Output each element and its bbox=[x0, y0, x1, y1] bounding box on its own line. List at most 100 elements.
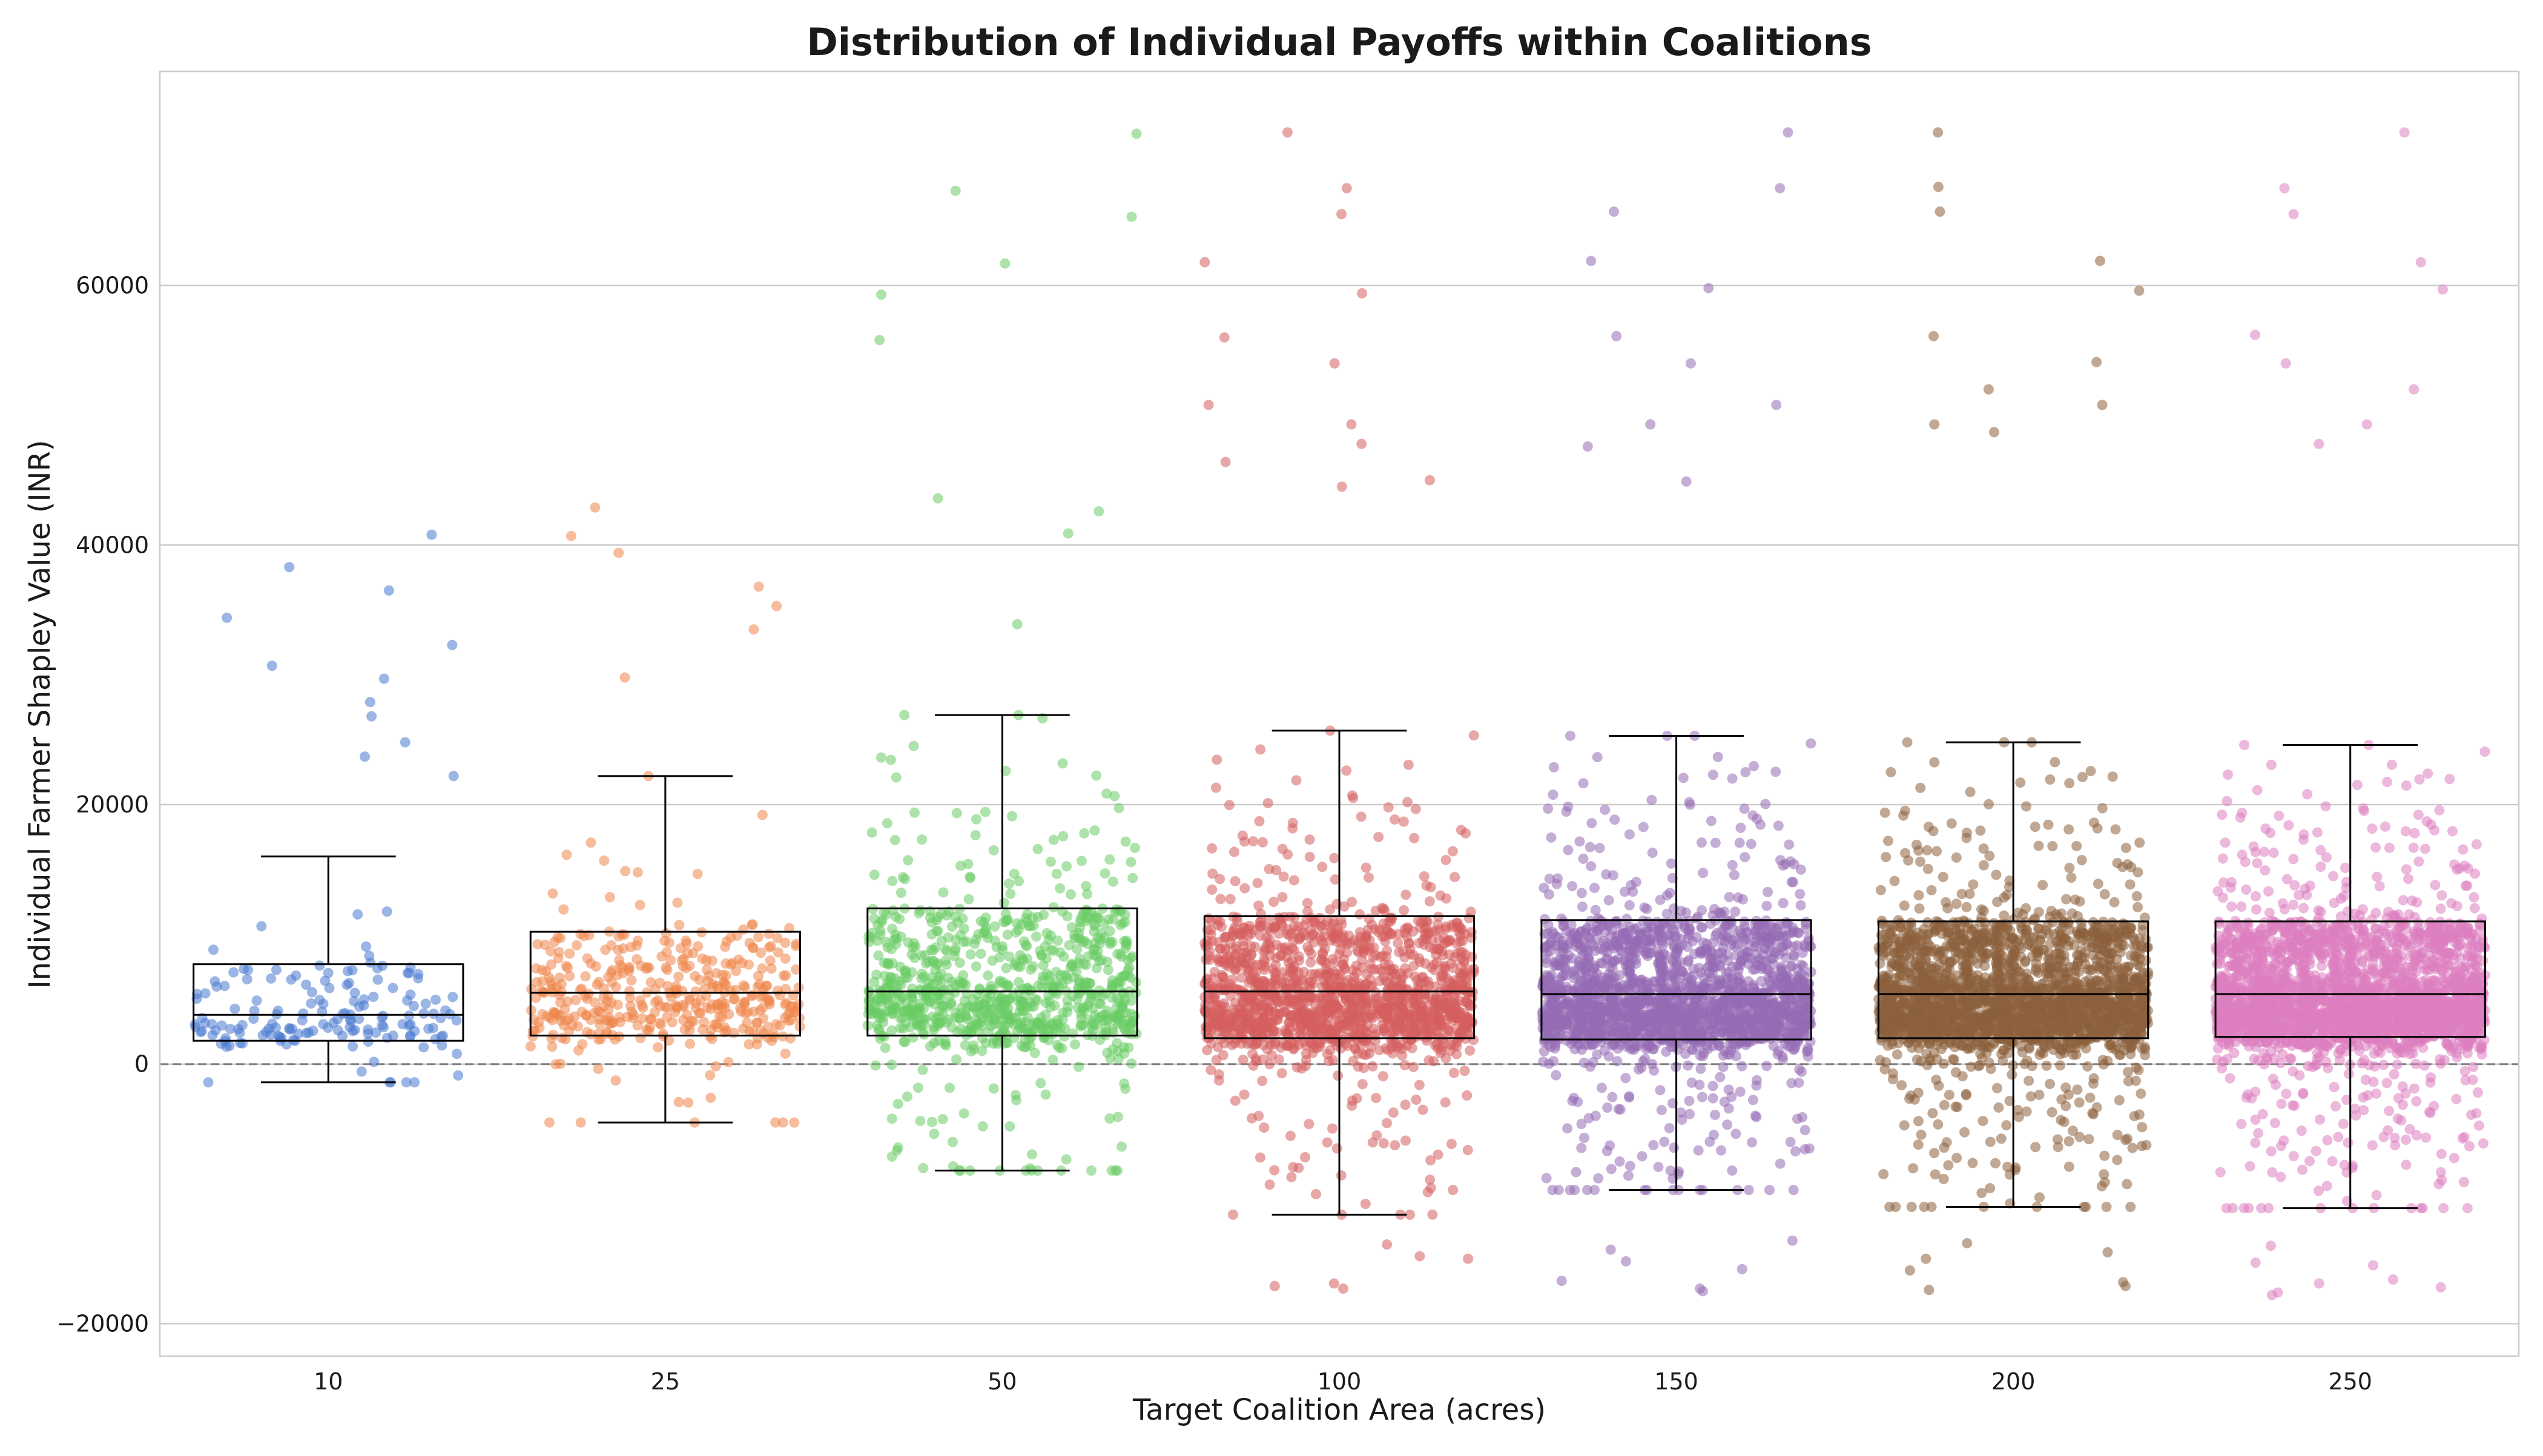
data-point bbox=[721, 970, 731, 981]
data-point bbox=[1278, 844, 1288, 854]
data-point bbox=[242, 974, 252, 984]
data-point bbox=[725, 932, 736, 943]
data-point bbox=[876, 926, 886, 936]
data-point bbox=[673, 972, 684, 982]
data-point bbox=[674, 920, 684, 931]
data-point bbox=[1545, 987, 1555, 997]
data-point bbox=[870, 1060, 880, 1070]
data-point bbox=[926, 944, 937, 955]
data-point bbox=[1692, 914, 1702, 924]
data-point bbox=[1355, 927, 1365, 937]
data-point bbox=[685, 1039, 695, 1049]
data-point bbox=[1796, 1067, 1807, 1077]
data-point bbox=[1449, 1068, 1459, 1078]
data-point bbox=[1626, 880, 1636, 891]
data-point bbox=[1265, 1179, 1275, 1190]
data-point bbox=[447, 992, 458, 1002]
data-point bbox=[1061, 1154, 1072, 1164]
data-point bbox=[1724, 892, 1735, 902]
data-point bbox=[1022, 917, 1032, 927]
data-point bbox=[1120, 909, 1130, 920]
data-point bbox=[1400, 889, 1411, 900]
outlier-point bbox=[1221, 457, 1231, 467]
data-point bbox=[943, 932, 954, 943]
data-point bbox=[1696, 922, 1706, 932]
data-point bbox=[780, 938, 790, 948]
data-point bbox=[899, 1036, 909, 1047]
data-point bbox=[1685, 924, 1695, 935]
data-point bbox=[266, 973, 276, 984]
data-point bbox=[971, 830, 981, 840]
data-point bbox=[1229, 847, 1239, 857]
data-point bbox=[1279, 871, 1289, 881]
data-point bbox=[1417, 1105, 1428, 1115]
data-point bbox=[968, 1040, 978, 1050]
data-point bbox=[971, 961, 981, 972]
data-point bbox=[1301, 1061, 1311, 1071]
data-point bbox=[1665, 935, 1675, 946]
data-point bbox=[887, 1059, 897, 1070]
data-point bbox=[940, 955, 951, 966]
data-point bbox=[1212, 1000, 1222, 1010]
data-point bbox=[599, 855, 609, 866]
data-point bbox=[650, 997, 661, 1007]
data-point bbox=[1347, 897, 1357, 907]
data-point bbox=[1379, 1138, 1389, 1148]
data-point bbox=[1738, 894, 1748, 904]
data-point bbox=[1730, 1128, 1741, 1139]
data-point bbox=[1027, 1149, 1037, 1159]
data-point bbox=[1373, 832, 1384, 842]
data-point bbox=[1799, 1144, 1810, 1155]
data-point bbox=[1400, 1060, 1410, 1070]
data-point bbox=[986, 981, 996, 991]
data-point bbox=[561, 1015, 572, 1026]
data-point bbox=[980, 807, 991, 817]
data-point bbox=[1308, 1020, 1319, 1030]
data-point bbox=[768, 1032, 779, 1042]
data-point bbox=[1361, 863, 1371, 873]
data-point bbox=[929, 1128, 939, 1139]
data-point bbox=[1058, 758, 1068, 768]
data-point bbox=[1053, 1018, 1063, 1029]
data-point bbox=[1357, 955, 1367, 965]
data-point bbox=[909, 741, 919, 751]
data-point bbox=[1648, 848, 1658, 858]
data-point bbox=[688, 948, 698, 958]
data-point bbox=[1224, 1018, 1235, 1029]
data-point bbox=[989, 921, 1000, 932]
data-point bbox=[1602, 1102, 1612, 1113]
data-point bbox=[1800, 1125, 1810, 1135]
data-point bbox=[580, 971, 590, 981]
data-point bbox=[925, 1041, 935, 1052]
data-point bbox=[699, 1017, 709, 1027]
data-point bbox=[1074, 1062, 1084, 1072]
data-point bbox=[1288, 996, 1298, 1006]
data-point bbox=[1232, 1012, 1242, 1022]
outlier-point bbox=[1330, 358, 1340, 369]
data-point bbox=[1230, 1096, 1241, 1106]
data-point bbox=[956, 1024, 966, 1034]
data-point bbox=[581, 1010, 592, 1020]
data-point bbox=[599, 992, 609, 1003]
data-point bbox=[1356, 812, 1367, 822]
data-point bbox=[1446, 1139, 1457, 1149]
data-point bbox=[1419, 871, 1430, 881]
data-point bbox=[1325, 977, 1335, 987]
data-point bbox=[1413, 987, 1423, 998]
data-point bbox=[635, 1033, 645, 1043]
data-point bbox=[744, 1039, 754, 1049]
data-point bbox=[1597, 1082, 1607, 1093]
data-point bbox=[576, 1118, 586, 1128]
data-point bbox=[864, 937, 874, 947]
data-point bbox=[556, 979, 567, 989]
data-point bbox=[1211, 783, 1221, 793]
data-point bbox=[686, 1016, 696, 1026]
outlier-point bbox=[1357, 288, 1367, 298]
data-point bbox=[1722, 1119, 1732, 1130]
data-point bbox=[1648, 1140, 1658, 1150]
data-point bbox=[558, 904, 569, 915]
data-point bbox=[1317, 861, 1327, 872]
data-point bbox=[1796, 900, 1806, 911]
data-point bbox=[1237, 1032, 1247, 1042]
